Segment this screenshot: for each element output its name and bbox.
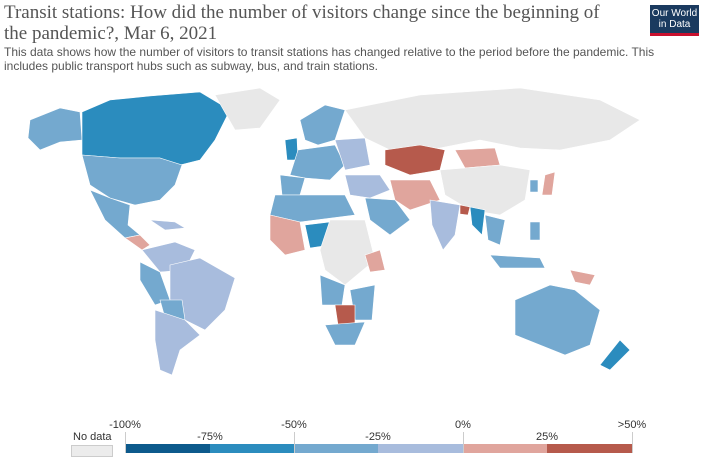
region-arabia[interactable] (364, 197, 411, 236)
legend-bin-3[interactable] (378, 444, 463, 453)
region-iberia[interactable] (279, 174, 306, 196)
region-north-africa[interactable] (269, 194, 356, 223)
region-usa[interactable] (81, 154, 183, 206)
world-map (27, 87, 641, 376)
legend-bin-1[interactable] (210, 444, 294, 453)
legend-bin-0[interactable] (125, 444, 210, 453)
region-mongolia[interactable] (454, 147, 501, 169)
region-western-europe[interactable] (289, 144, 346, 181)
legend-tick-label: >50% (617, 419, 647, 431)
region-australia[interactable] (514, 284, 601, 356)
region-turkey-middle-east[interactable] (344, 174, 391, 199)
region-south-africa[interactable] (324, 321, 366, 346)
region-japan[interactable] (541, 171, 556, 196)
region-central-africa[interactable] (319, 219, 376, 286)
region-india[interactable] (429, 199, 461, 251)
no-data-swatch[interactable] (71, 445, 113, 457)
region-caribbean[interactable] (148, 219, 186, 231)
chart-subtitle: This data shows how the number of visito… (4, 45, 655, 73)
region-central-america[interactable] (124, 234, 151, 251)
legend-tick-label: 0% (455, 419, 471, 431)
region-indonesia[interactable] (489, 254, 546, 269)
legend: No data -100% -75% -50% -25% 0% 25% >50% (0, 410, 702, 459)
region-eastern-europe[interactable] (334, 137, 371, 171)
logo-line-2: in Data (658, 19, 691, 30)
region-greenland[interactable] (214, 87, 281, 131)
region-mexico[interactable] (89, 189, 141, 239)
legend-tick-label: -50% (281, 419, 307, 431)
legend-bin-4[interactable] (463, 444, 547, 453)
region-myanmar[interactable] (469, 206, 486, 236)
legend-tick-line (463, 432, 464, 453)
region-canada[interactable] (81, 91, 231, 166)
region-new-zealand[interactable] (599, 339, 631, 371)
region-russia[interactable] (344, 87, 641, 151)
region-bangladesh[interactable] (459, 204, 471, 216)
region-iran-afghanistan[interactable] (389, 179, 441, 211)
legend-tick-label: -75% (197, 431, 223, 443)
region-kazakhstan[interactable] (384, 144, 446, 176)
no-data-label: No data (73, 431, 112, 443)
legend-tick-line (125, 432, 126, 453)
region-china[interactable] (439, 164, 531, 216)
region-chile-argentina[interactable] (154, 309, 201, 376)
legend-tick-label: -100% (109, 419, 141, 431)
legend-bin-2[interactable] (294, 444, 378, 453)
region-kenya[interactable] (364, 249, 386, 273)
region-botswana[interactable] (334, 304, 356, 326)
region-korea[interactable] (529, 179, 539, 193)
legend-tick-label: 25% (535, 431, 559, 443)
logo-line-1: Our World (651, 8, 698, 19)
legend-tick-line (632, 432, 633, 453)
region-alaska[interactable] (27, 107, 83, 151)
legend-tick-line (294, 432, 295, 453)
legend-tick-label: -25% (365, 431, 391, 443)
owid-logo[interactable]: Our World in Data (650, 5, 699, 36)
legend-bin-5[interactable] (547, 444, 632, 453)
region-png[interactable] (569, 269, 596, 286)
chart-title: Transit stations: How did the number of … (4, 2, 600, 44)
region-philippines[interactable] (529, 221, 541, 241)
region-scandinavia[interactable] (299, 104, 346, 146)
region-southeast-asia[interactable] (484, 214, 506, 246)
region-west-africa[interactable] (269, 214, 306, 256)
